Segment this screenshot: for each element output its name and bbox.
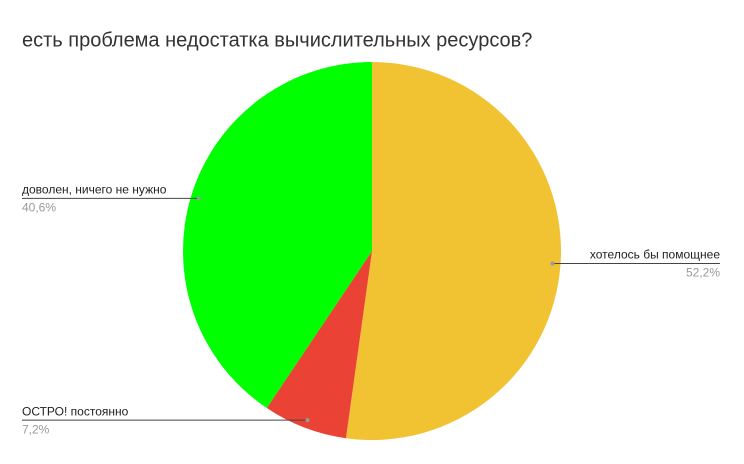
pie-slice — [266, 251, 372, 439]
pie-slice — [182, 61, 372, 408]
slice-value-label: 7,2% — [22, 422, 50, 436]
slice-value-label: 40,6% — [22, 200, 56, 214]
chart-title: есть проблема недостатка вычислительных … — [22, 29, 532, 51]
slice-value-label: 52,2% — [686, 266, 720, 280]
pie-slice — [345, 62, 562, 441]
leader-dot — [196, 196, 201, 201]
leader-dot — [305, 418, 310, 423]
leader-dot — [550, 261, 555, 266]
slice-label: хотелось бы помощнее — [590, 248, 720, 262]
slice-label: доволен, ничего не нужно — [22, 182, 167, 196]
slice-label: ОСТРО! постоянно — [22, 404, 129, 418]
